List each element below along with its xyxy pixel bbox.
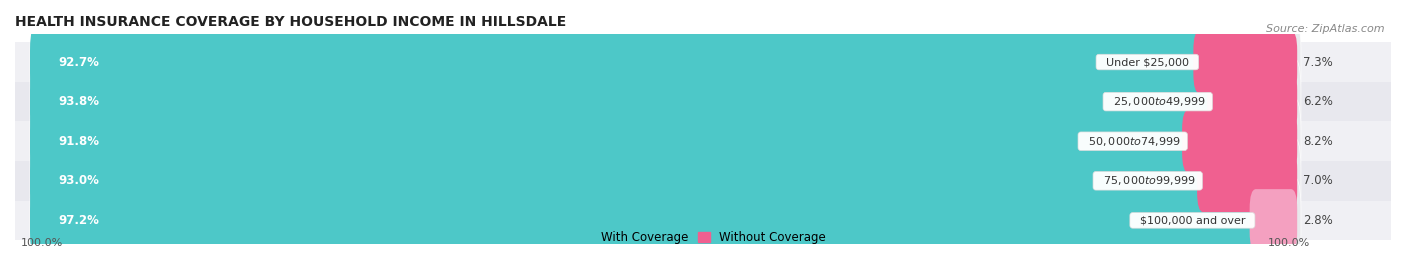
FancyBboxPatch shape <box>30 19 1209 105</box>
Text: 7.0%: 7.0% <box>1303 174 1333 187</box>
FancyBboxPatch shape <box>1250 189 1298 252</box>
FancyBboxPatch shape <box>1208 70 1298 133</box>
FancyBboxPatch shape <box>30 16 1301 108</box>
Text: $100,000 and over: $100,000 and over <box>1133 215 1253 225</box>
Text: HEALTH INSURANCE COVERAGE BY HOUSEHOLD INCOME IN HILLSDALE: HEALTH INSURANCE COVERAGE BY HOUSEHOLD I… <box>15 15 567 29</box>
FancyBboxPatch shape <box>30 98 1198 184</box>
Text: $25,000 to $49,999: $25,000 to $49,999 <box>1107 95 1209 108</box>
FancyBboxPatch shape <box>1182 110 1298 172</box>
Text: Source: ZipAtlas.com: Source: ZipAtlas.com <box>1267 24 1385 34</box>
Text: 2.8%: 2.8% <box>1303 214 1333 227</box>
FancyBboxPatch shape <box>30 95 1301 187</box>
Bar <box>15 42 1391 82</box>
Bar <box>15 201 1391 240</box>
Text: 92.7%: 92.7% <box>59 55 100 69</box>
FancyBboxPatch shape <box>30 56 1301 148</box>
Bar <box>15 82 1391 121</box>
Text: $50,000 to $74,999: $50,000 to $74,999 <box>1081 135 1185 148</box>
Text: 93.0%: 93.0% <box>59 174 100 187</box>
Text: Under $25,000: Under $25,000 <box>1099 57 1197 67</box>
FancyBboxPatch shape <box>1194 31 1298 93</box>
Text: 8.2%: 8.2% <box>1303 135 1333 148</box>
FancyBboxPatch shape <box>1197 150 1298 212</box>
Legend: With Coverage, Without Coverage: With Coverage, Without Coverage <box>575 226 831 249</box>
Text: 100.0%: 100.0% <box>21 238 63 248</box>
Text: $75,000 to $99,999: $75,000 to $99,999 <box>1095 174 1199 187</box>
FancyBboxPatch shape <box>30 175 1301 266</box>
Text: 97.2%: 97.2% <box>59 214 100 227</box>
FancyBboxPatch shape <box>30 177 1265 264</box>
FancyBboxPatch shape <box>30 58 1223 145</box>
Text: 100.0%: 100.0% <box>1267 238 1310 248</box>
FancyBboxPatch shape <box>30 135 1301 227</box>
Bar <box>15 121 1391 161</box>
Text: 91.8%: 91.8% <box>59 135 100 148</box>
Text: 7.3%: 7.3% <box>1303 55 1333 69</box>
Bar <box>15 161 1391 201</box>
Text: 93.8%: 93.8% <box>59 95 100 108</box>
Text: 6.2%: 6.2% <box>1303 95 1333 108</box>
FancyBboxPatch shape <box>30 138 1213 224</box>
